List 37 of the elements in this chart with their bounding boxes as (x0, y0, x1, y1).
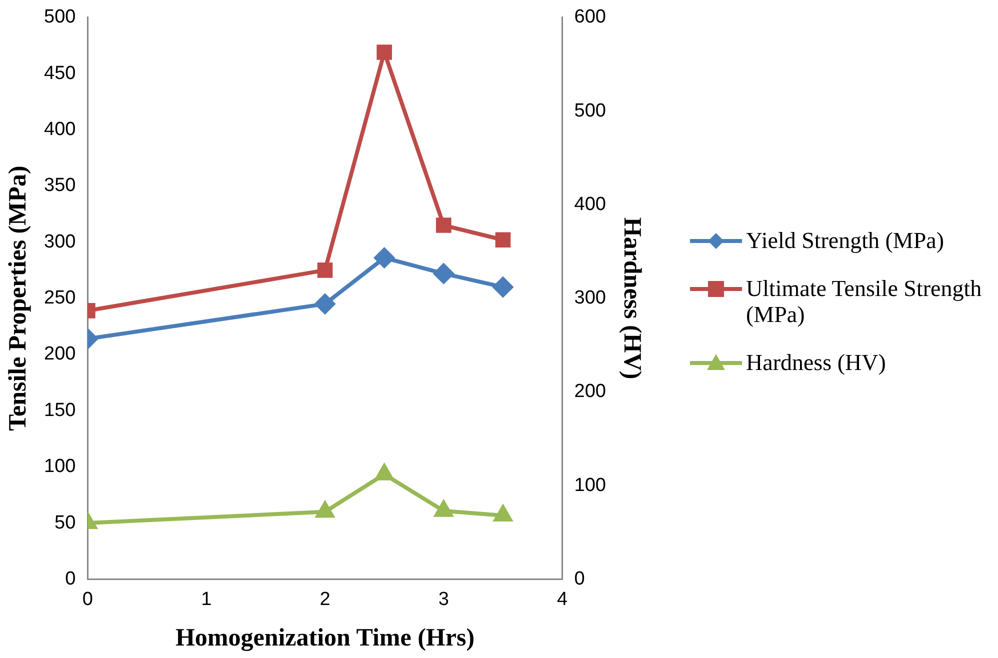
point (495, 232, 511, 248)
y2-tick-label: 100 (574, 474, 606, 496)
y-tick-label: 250 (44, 288, 76, 309)
legend-label: Yield Strength (MPa) (746, 228, 944, 254)
y-axis-title: Tensile Properties (MPa) (4, 166, 32, 431)
point (317, 262, 333, 278)
x-tick-label: 0 (82, 588, 93, 610)
y2-tick-label: 300 (574, 288, 606, 309)
x-axis-title: Homogenization Time (Hrs) (175, 624, 475, 652)
x-tick-label: 3 (438, 588, 449, 610)
y-tick-label: 350 (44, 175, 76, 196)
y-tick-label: 500 (44, 6, 76, 28)
legend-label: Hardness (HV) (746, 350, 886, 376)
y2-tick-label: 500 (574, 100, 606, 122)
y2-axis-title: Hardness (HV) (618, 217, 646, 380)
point (434, 264, 454, 284)
y2-tick-label: 400 (574, 194, 606, 215)
y-tick-label: 50 (54, 512, 76, 534)
point (374, 248, 394, 268)
y2-tick-label: 600 (574, 6, 606, 28)
point (492, 277, 513, 298)
x-tick-label: 1 (201, 588, 212, 610)
y-tick-label: 300 (44, 231, 76, 252)
x-tick-label: 4 (557, 588, 568, 610)
y-tick-label: 400 (44, 118, 76, 140)
legend-label: Ultimate Tensile Strength (MPa) (746, 276, 983, 328)
point (315, 294, 335, 314)
y-tick-label: 150 (44, 400, 76, 421)
y-tick-label: 100 (44, 456, 76, 478)
point (436, 218, 452, 233)
point (376, 44, 392, 60)
x-tick-label: 2 (320, 588, 330, 610)
y-tick-label: 450 (44, 62, 76, 84)
y2-tick-label: 200 (574, 381, 606, 402)
y-tick-label: 0 (65, 568, 76, 590)
y-tick-label: 200 (44, 344, 76, 365)
y2-tick-label: 0 (574, 568, 585, 590)
